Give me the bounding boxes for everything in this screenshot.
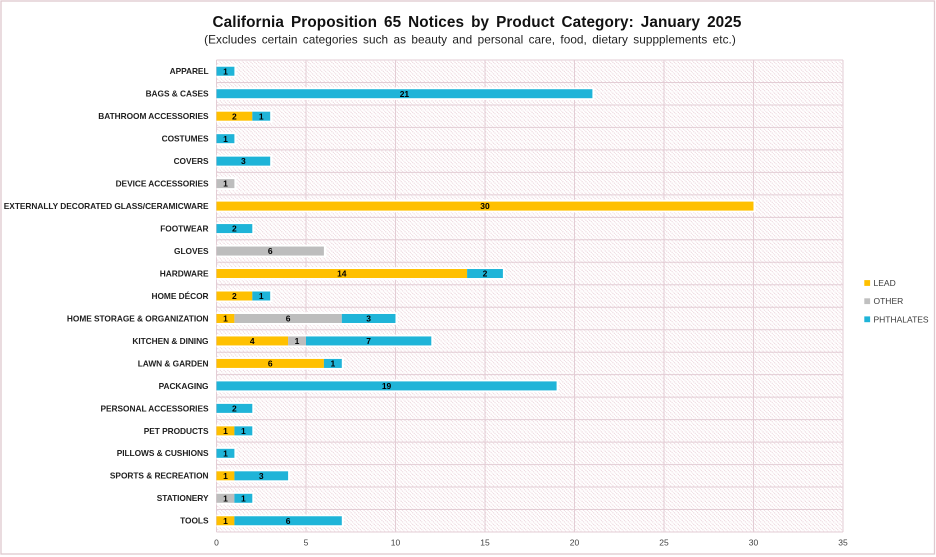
svg-text:1: 1 — [295, 336, 300, 346]
svg-text:LEAD: LEAD — [874, 278, 896, 288]
svg-text:6: 6 — [286, 516, 291, 526]
svg-text:FOOTWEAR: FOOTWEAR — [160, 223, 208, 233]
svg-text:15: 15 — [480, 538, 490, 548]
svg-text:GLOVES: GLOVES — [174, 246, 209, 256]
svg-text:3: 3 — [366, 314, 371, 324]
svg-text:1: 1 — [223, 516, 228, 526]
svg-text:19: 19 — [382, 381, 392, 391]
svg-text:21: 21 — [400, 89, 410, 99]
svg-text:COSTUMES: COSTUMES — [162, 134, 209, 144]
svg-text:BAGS & CASES: BAGS & CASES — [146, 89, 209, 99]
svg-text:1: 1 — [223, 448, 228, 458]
svg-text:BATHROOM ACCESSORIES: BATHROOM ACCESSORIES — [98, 111, 209, 121]
svg-text:6: 6 — [268, 359, 273, 369]
svg-text:3: 3 — [259, 471, 264, 481]
svg-text:4: 4 — [250, 336, 255, 346]
svg-text:1: 1 — [259, 111, 264, 121]
svg-text:California Proposition 65 Noti: California Proposition 65 Notices by Pro… — [212, 14, 741, 31]
svg-text:3: 3 — [241, 156, 246, 166]
svg-text:1: 1 — [223, 179, 228, 189]
svg-text:1: 1 — [223, 471, 228, 481]
svg-text:KITCHEN & DINING: KITCHEN & DINING — [132, 336, 208, 346]
svg-text:HOME STORAGE & ORGANIZATION: HOME STORAGE & ORGANIZATION — [67, 313, 209, 323]
svg-text:PERSONAL ACCESSORIES: PERSONAL ACCESSORIES — [101, 403, 209, 413]
svg-text:PHTHALATES: PHTHALATES — [874, 314, 929, 324]
svg-text:2: 2 — [232, 403, 237, 413]
svg-text:DEVICE ACCESSORIES: DEVICE ACCESSORIES — [116, 179, 209, 189]
svg-text:2: 2 — [232, 224, 237, 234]
svg-text:EXTERNALLY DECORATED GLASS/CER: EXTERNALLY DECORATED GLASS/CERAMICWARE — [4, 201, 209, 211]
svg-text:30: 30 — [480, 201, 490, 211]
svg-text:2: 2 — [232, 111, 237, 121]
svg-text:7: 7 — [366, 336, 371, 346]
svg-text:1: 1 — [223, 314, 228, 324]
svg-text:1: 1 — [223, 493, 228, 503]
svg-text:1: 1 — [241, 426, 246, 436]
svg-text:(Excludes certain categories s: (Excludes certain categories such as bea… — [204, 33, 736, 47]
svg-text:2: 2 — [483, 269, 488, 279]
svg-text:APPAREL: APPAREL — [170, 66, 209, 76]
svg-text:PACKAGING: PACKAGING — [159, 381, 209, 391]
svg-text:1: 1 — [241, 493, 246, 503]
svg-text:1: 1 — [223, 134, 228, 144]
svg-text:1: 1 — [259, 291, 264, 301]
svg-text:HOME DÉCOR: HOME DÉCOR — [152, 290, 209, 301]
svg-text:STATIONERY: STATIONERY — [157, 493, 209, 503]
svg-text:TOOLS: TOOLS — [180, 516, 209, 526]
svg-text:PET PRODUCTS: PET PRODUCTS — [144, 426, 209, 436]
svg-text:30: 30 — [749, 538, 759, 548]
svg-text:14: 14 — [337, 269, 347, 279]
svg-text:10: 10 — [391, 538, 401, 548]
svg-text:OTHER: OTHER — [874, 296, 904, 306]
svg-text:1: 1 — [330, 359, 335, 369]
svg-text:HARDWARE: HARDWARE — [160, 268, 209, 278]
svg-text:25: 25 — [659, 538, 669, 548]
svg-text:5: 5 — [304, 538, 309, 548]
svg-text:0: 0 — [214, 538, 219, 548]
svg-text:COVERS: COVERS — [174, 156, 209, 166]
svg-text:PILLOWS & CUSHIONS: PILLOWS & CUSHIONS — [117, 448, 209, 458]
svg-text:1: 1 — [223, 66, 228, 76]
svg-text:1: 1 — [223, 426, 228, 436]
svg-text:6: 6 — [268, 246, 273, 256]
svg-text:35: 35 — [838, 538, 848, 548]
svg-text:6: 6 — [286, 314, 291, 324]
svg-text:2: 2 — [232, 291, 237, 301]
svg-text:SPORTS & RECREATION: SPORTS & RECREATION — [110, 471, 209, 481]
svg-text:LAWN & GARDEN: LAWN & GARDEN — [138, 358, 209, 368]
svg-text:20: 20 — [570, 538, 580, 548]
